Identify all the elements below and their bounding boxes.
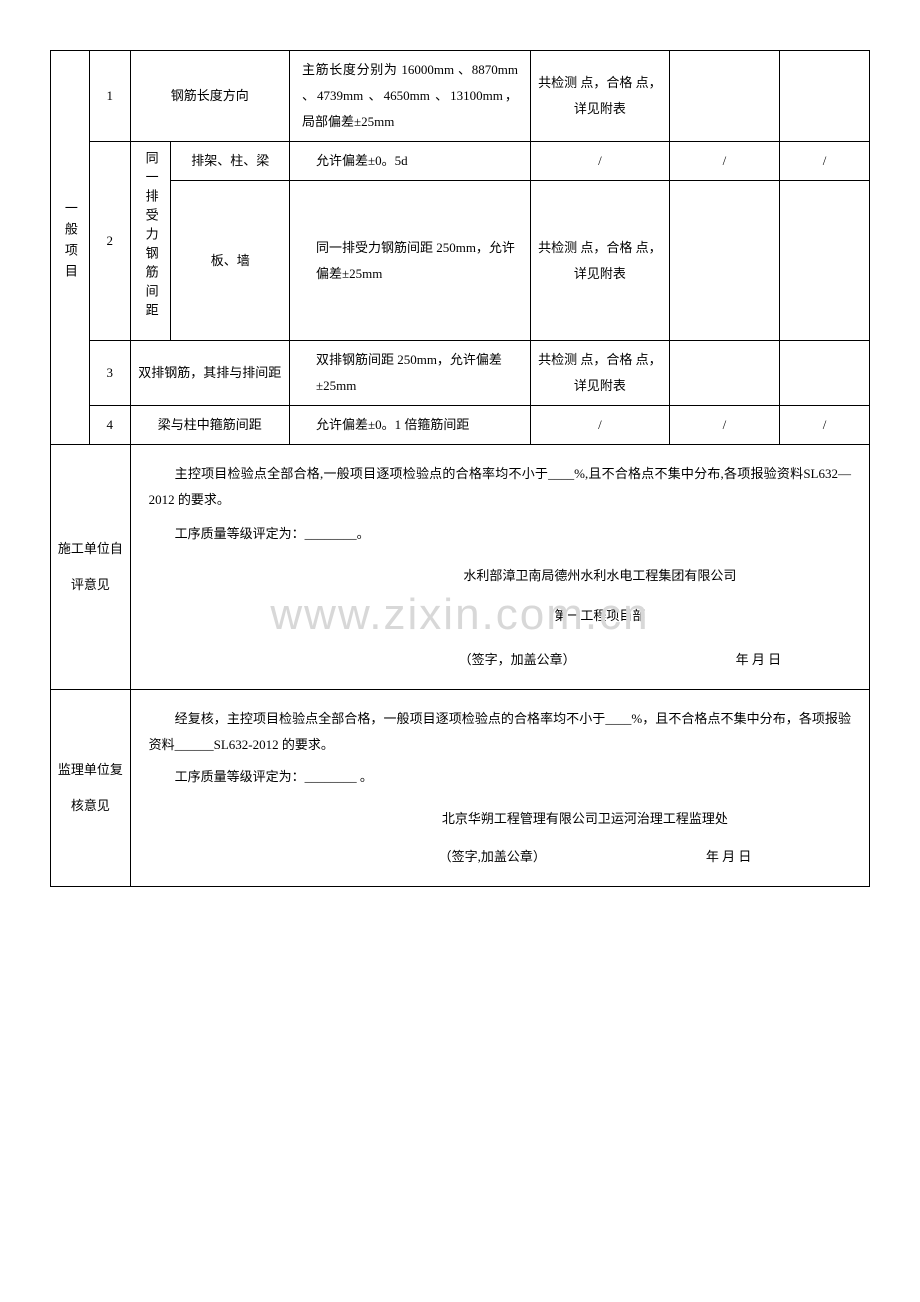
item-spec: 允许偏差±0。1 倍箍筋间距 — [289, 406, 530, 445]
blank-cell — [669, 51, 779, 142]
eval2-sigline: （签字,加盖公章） 年 月 日 — [149, 844, 851, 870]
document-page: 一般项目 1 钢筋长度方向 主筋长度分别为 16000mm 、8870mm 、4… — [0, 0, 920, 887]
item-name: 双排钢筋，其排与排间距 — [130, 341, 289, 406]
eval1-p1: 主控项目检验点全部合格,一般项目逐项检验点的合格率均不小于____%,且不合格点… — [149, 461, 851, 513]
item-name: 梁与柱中箍筋间距 — [130, 406, 289, 445]
eval2-content: 经复核，主控项目检验点全部合格，一般项目逐项检验点的合格率均不小于____%，且… — [130, 690, 869, 887]
table-row: 板、墙 同一排受力钢筋间距 250mm，允许偏差±25mm 共检测 点，合格 点… — [51, 181, 870, 341]
blank-cell — [669, 341, 779, 406]
slash-cell: / — [780, 142, 870, 181]
eval-row-1: 施工单位自评意见 主控项目检验点全部合格,一般项目逐项检验点的合格率均不小于__… — [51, 445, 870, 690]
item-spec: 允许偏差±0。5d — [289, 142, 530, 181]
subitem-name: 排架、柱、梁 — [171, 142, 289, 181]
eval1-date: 年 月 日 — [736, 647, 782, 673]
item-name: 钢筋长度方向 — [130, 51, 289, 142]
row-num: 4 — [89, 406, 130, 445]
section-label-cell: 一般项目 — [51, 51, 90, 445]
inspection-table: 一般项目 1 钢筋长度方向 主筋长度分别为 16000mm 、8870mm 、4… — [50, 50, 870, 887]
subitem-label: 同一排受力钢筋间距 — [138, 151, 164, 322]
row-num: 3 — [89, 341, 130, 406]
result-cell: 共检测 点，合格 点，详见附表 — [530, 341, 669, 406]
eval1-sig: （签字，加盖公章） — [459, 647, 576, 673]
eval1-org1: 水利部漳卫南局德州水利水电工程集团有限公司 — [149, 563, 851, 589]
eval2-p2: 工序质量等级评定为：________ 。 — [149, 764, 851, 790]
result-cell: / — [530, 406, 669, 445]
subitem-vert: 同一排受力钢筋间距 — [130, 142, 171, 341]
eval1-content: 主控项目检验点全部合格,一般项目逐项检验点的合格率均不小于____%,且不合格点… — [130, 445, 869, 690]
row-num: 1 — [89, 51, 130, 142]
result-cell: / — [530, 142, 669, 181]
section-label: 一般项目 — [57, 201, 83, 285]
slash-cell: / — [669, 142, 779, 181]
slash-cell: / — [669, 406, 779, 445]
table-row: 4 梁与柱中箍筋间距 允许偏差±0。1 倍箍筋间距 / / / — [51, 406, 870, 445]
table-row: 3 双排钢筋，其排与排间距 双排钢筋间距 250mm，允许偏差±25mm 共检测… — [51, 341, 870, 406]
result-cell: 共检测 点，合格 点，详见附表 — [530, 181, 669, 341]
eval-row-2: 监理单位复核意见 经复核，主控项目检验点全部合格，一般项目逐项检验点的合格率均不… — [51, 690, 870, 887]
eval1-p2: 工序质量等级评定为：________。 — [149, 521, 851, 547]
slash-cell: / — [780, 406, 870, 445]
item-spec: 双排钢筋间距 250mm，允许偏差±25mm — [289, 341, 530, 406]
blank-cell — [780, 341, 870, 406]
blank-cell — [780, 181, 870, 341]
eval2-org: 北京华朔工程管理有限公司卫运河治理工程监理处 — [149, 806, 851, 832]
table-row: 2 同一排受力钢筋间距 排架、柱、梁 允许偏差±0。5d / / / — [51, 142, 870, 181]
eval1-org2: 第一工程项目部 — [149, 603, 851, 629]
result-cell: 共检测 点，合格 点，详见附表 — [530, 51, 669, 142]
eval2-sig: （签字,加盖公章） — [439, 844, 546, 870]
subitem-name: 板、墙 — [171, 181, 289, 341]
eval2-label: 监理单位复核意见 — [51, 690, 131, 887]
eval2-p1: 经复核，主控项目检验点全部合格，一般项目逐项检验点的合格率均不小于____%，且… — [149, 706, 851, 758]
blank-cell — [780, 51, 870, 142]
item-spec: 同一排受力钢筋间距 250mm，允许偏差±25mm — [289, 181, 530, 341]
eval1-label: 施工单位自评意见 — [51, 445, 131, 690]
eval2-date: 年 月 日 — [706, 844, 752, 870]
row-num: 2 — [89, 142, 130, 341]
eval1-sigline: （签字，加盖公章） 年 月 日 — [149, 647, 851, 673]
table-row: 一般项目 1 钢筋长度方向 主筋长度分别为 16000mm 、8870mm 、4… — [51, 51, 870, 142]
blank-cell — [669, 181, 779, 341]
item-spec: 主筋长度分别为 16000mm 、8870mm 、4739mm 、4650mm … — [289, 51, 530, 142]
